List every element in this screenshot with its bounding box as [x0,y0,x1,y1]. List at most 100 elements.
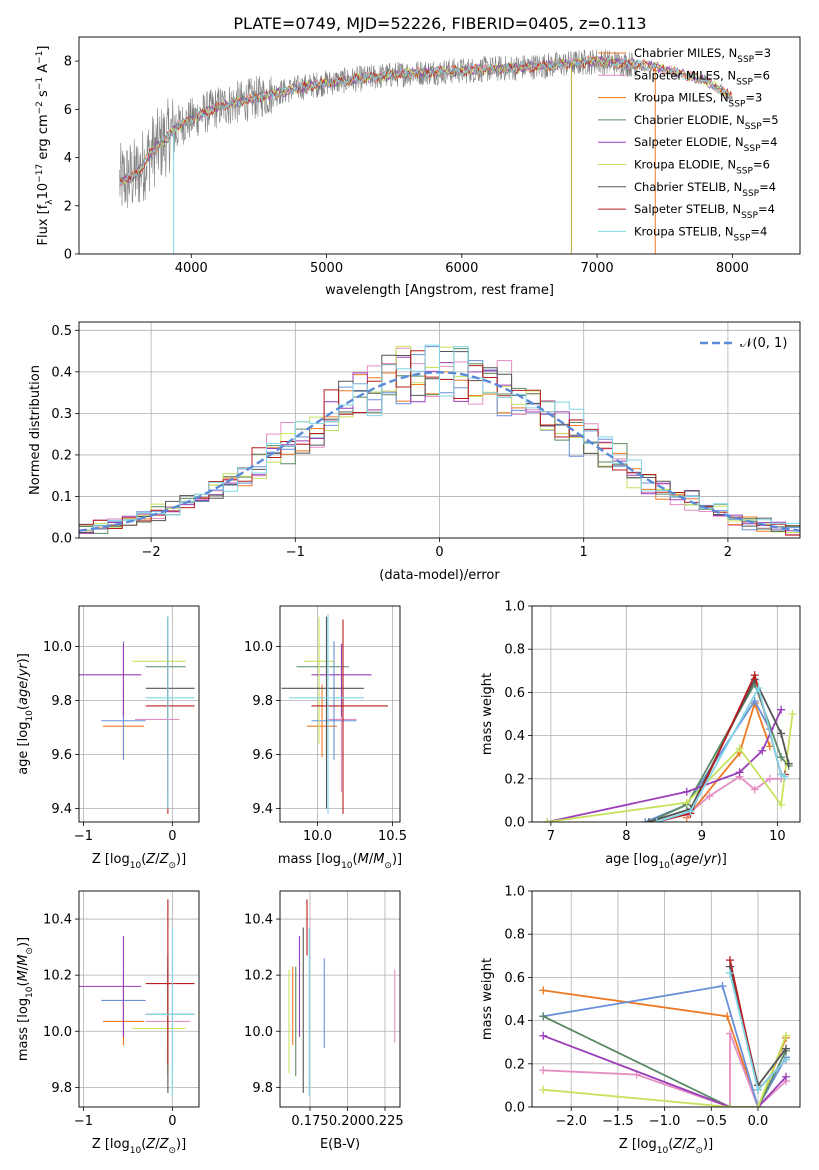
x-tick-label: 0.225 [366,1114,403,1129]
y-tick-label: 0 [64,248,72,263]
weight-marker [765,774,774,783]
weight-line [543,1035,787,1107]
weight-marker [777,753,786,762]
spectrum-lines [119,49,733,254]
axes-frame [531,605,801,823]
y-tick-label: 10.0 [244,640,273,655]
x-tick-label: −1 [74,1114,93,1129]
x-tick-label: 10 [769,829,786,844]
x-tick-label: 5000 [310,261,343,276]
weight-marker [682,798,691,807]
x-axis-label: mass [log10(M/M⊙)] [278,852,402,871]
y-axis-label: age [log10(age/yr)] [16,653,35,775]
y-tick-label: 0.2 [51,448,72,463]
axes-frame [78,321,801,539]
weight-marker [543,818,552,822]
x-tick-label: 0.0 [748,1114,769,1129]
y-tick-label: 10.0 [244,1025,273,1040]
y-tick-label: 0.3 [51,407,72,422]
axes-frame [78,605,200,823]
y-tick-label: 6 [64,103,72,118]
legend-label: Kroupa STELIB, NSSP=4 [634,224,767,243]
y-tick-label: 1.0 [504,885,525,900]
y-tick-label: 10.2 [244,969,273,984]
y-tick-label: 4 [64,151,72,166]
x-tick-label: 10.5 [378,829,407,844]
legend-label: Salpeter MILES, NSSP=6 [634,68,770,87]
weight-marker [725,969,734,978]
y-tick-label: 10.4 [43,913,72,928]
weight-marker [735,744,744,753]
legend-label: Kroupa ELODIE, NSSP=6 [634,158,770,177]
weight-lines [543,671,797,822]
weight-marker [539,986,548,995]
axes-frame [78,890,200,1108]
y-axis-label: mass weight [480,673,495,755]
weight-line [546,713,794,822]
errorbars [79,616,195,814]
weight-marker [788,710,797,718]
y-tick-label: 9.6 [51,748,72,763]
weight-marker [777,705,786,714]
y-tick-label: 9.8 [252,694,273,709]
histogram-steps [79,344,800,536]
x-axis-label: wavelength [Angstrom, rest frame] [325,283,554,298]
weight-marker [686,807,695,816]
x-axis-label: Z [log10(Z/Z⊙)] [92,1137,186,1156]
legend: Chabrier MILES, NSSP=3 Salpeter MILES, NS… [598,46,779,243]
x-axis-label: Z [log10(Z/Z⊙)] [92,852,186,871]
weight-marker [652,818,661,822]
weight-marker [781,1055,790,1064]
x-axis-label: E(B-V) [320,1137,360,1152]
y-tick-label: 9.8 [252,1081,273,1096]
y-tick-label: 0.8 [504,643,525,658]
y-axis-label: mass [log10(M/M⊙)] [16,937,35,1061]
x-tick-label: 8000 [716,261,749,276]
errorbars [288,899,396,1096]
weight-marker [750,671,759,680]
x-tick-label: 0 [435,545,443,560]
massweight-vs-age-panel: 7 8 9 10 0.0 0.2 0.4 0.6 0.8 1.0 age [log10(age/yr… [480,600,801,871]
weight-marker [725,1103,734,1107]
weight-marker [753,1085,762,1094]
x-tick-label: 8 [622,829,630,844]
legend-label: Salpeter ELODIE, NSSP=4 [634,135,777,154]
y-tick-label: 0.0 [504,1101,525,1116]
x-axis-label: age [log10(age/yr)] [605,852,727,871]
weight-line [542,1015,787,1107]
x-tick-label: 4000 [175,261,208,276]
x-tick-label: 10.0 [303,829,332,844]
weight-marker [725,956,734,965]
y-axis-label: mass weight [480,958,495,1040]
weight-line [543,984,787,1107]
y-tick-label: 0.2 [504,772,525,787]
x-tick-label: −1.5 [602,1114,634,1129]
x-tick-label: −1 [286,545,305,560]
y-tick-label: 0.6 [504,686,525,701]
weight-line [656,672,785,822]
weight-marker [781,1072,790,1081]
x-tick-label: 0 [168,1114,176,1129]
y-tick-label: 9.8 [51,694,72,709]
y-tick-label: 0.4 [504,1014,525,1029]
gaussian-curve [79,371,800,532]
figure-title: PLATE=0749, MJD=52226, FIBERID=0405, z=0… [233,14,646,33]
x-tick-label: −1 [74,829,93,844]
legend-label: Salpeter STELIB, NSSP=4 [634,202,775,221]
x-tick-label: 0.175 [291,1114,328,1129]
mass-vs-EBV-panel: 0.175 0.200 0.225 9.8 10.0 10.2 10.4 E(B-V) [244,890,404,1152]
y-tick-label: 10.0 [43,640,72,655]
weight-lines [539,956,790,1107]
weight-marker [784,759,793,768]
weight-marker [539,1066,548,1075]
x-tick-label: 7000 [581,261,614,276]
y-tick-label: 0.8 [504,928,525,943]
legend-label: 𝒩(0, 1) [740,336,787,351]
weight-marker [539,1085,548,1094]
x-tick-label: 7 [547,829,555,844]
y-tick-label: 9.4 [51,802,72,817]
axes-frame [78,36,801,255]
x-tick-label: 9 [698,829,706,844]
